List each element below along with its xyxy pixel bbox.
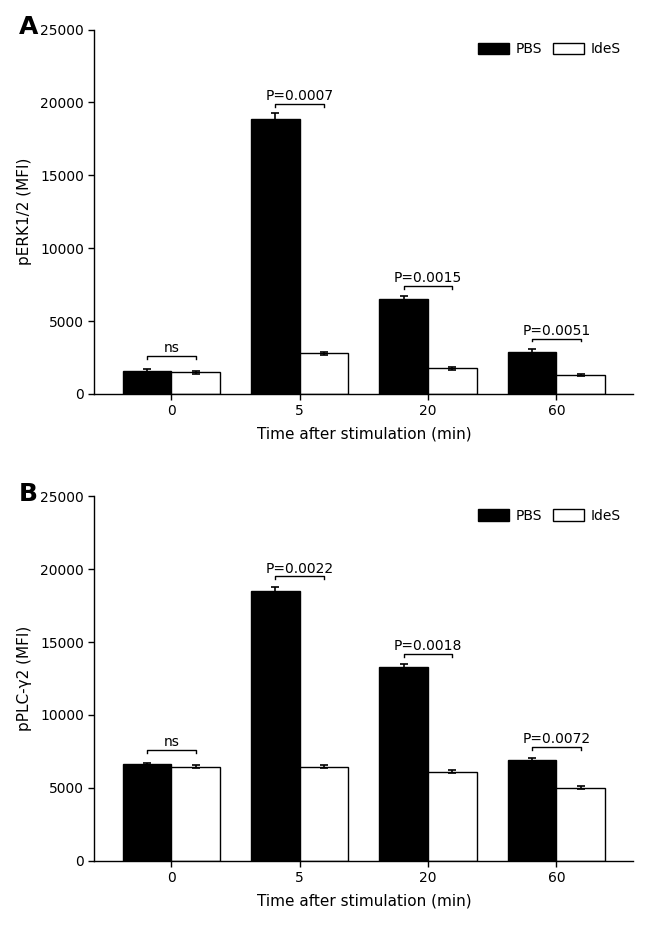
Bar <box>300 767 348 860</box>
Bar <box>508 352 556 394</box>
Legend: PBS, IdeS: PBS, IdeS <box>473 503 627 528</box>
Bar <box>379 667 428 860</box>
Text: ns: ns <box>163 341 179 355</box>
Bar <box>123 371 172 394</box>
Bar <box>556 788 605 860</box>
Bar <box>300 353 348 394</box>
Bar <box>172 372 220 394</box>
Text: P=0.0018: P=0.0018 <box>394 639 462 653</box>
Bar <box>508 760 556 860</box>
Text: A: A <box>19 15 38 39</box>
X-axis label: Time after stimulation (min): Time after stimulation (min) <box>257 426 471 441</box>
X-axis label: Time after stimulation (min): Time after stimulation (min) <box>257 894 471 908</box>
Legend: PBS, IdeS: PBS, IdeS <box>473 37 627 62</box>
Text: P=0.0072: P=0.0072 <box>522 733 590 746</box>
Bar <box>251 591 300 860</box>
Bar <box>123 764 172 860</box>
Text: P=0.0022: P=0.0022 <box>266 561 333 575</box>
Bar <box>428 368 476 394</box>
Bar <box>172 767 220 860</box>
Y-axis label: pERK1/2 (MFI): pERK1/2 (MFI) <box>17 158 32 265</box>
Text: P=0.0007: P=0.0007 <box>266 89 333 104</box>
Text: P=0.0051: P=0.0051 <box>522 324 590 338</box>
Bar <box>428 771 476 860</box>
Bar <box>556 375 605 394</box>
Bar <box>251 118 300 394</box>
Bar <box>379 299 428 394</box>
Y-axis label: pPLC-γ2 (MFI): pPLC-γ2 (MFI) <box>17 626 32 731</box>
Text: P=0.0015: P=0.0015 <box>394 271 462 285</box>
Text: ns: ns <box>163 735 179 749</box>
Text: B: B <box>19 482 38 506</box>
